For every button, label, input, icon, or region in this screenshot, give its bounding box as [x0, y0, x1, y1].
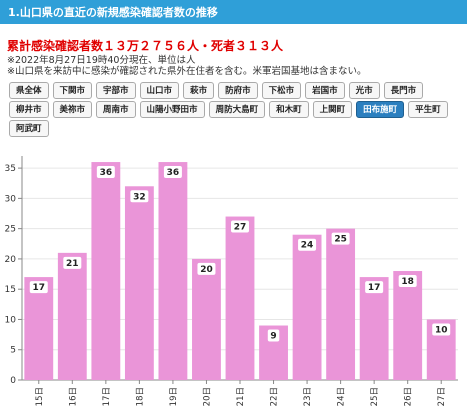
- area-filter-button[interactable]: 和木町: [269, 101, 309, 118]
- cumulative-summary: 累計感染確認者数１３万２７５６人・死者３１３人: [7, 39, 284, 53]
- bar: [326, 228, 356, 380]
- bar: [24, 277, 54, 380]
- y-tick-label: 5: [10, 346, 16, 356]
- x-tick-label: 17日: [102, 387, 112, 406]
- area-filter-button[interactable]: 県全体: [9, 82, 49, 99]
- data-label: 27: [234, 223, 247, 233]
- x-tick-label: 27日: [437, 387, 447, 406]
- x-tick-label: 20日: [202, 387, 212, 406]
- data-label: 17: [33, 283, 46, 293]
- x-tick-label: 18日: [135, 387, 145, 406]
- area-filter-button[interactable]: 下松市: [261, 82, 302, 99]
- area-filter-button[interactable]: 柳井市: [9, 101, 49, 118]
- data-label: 24: [301, 241, 314, 251]
- data-label-bg: [29, 281, 48, 294]
- x-tick-label: 22日: [270, 387, 280, 406]
- y-tick-label: 20: [5, 255, 17, 265]
- x-tick-label: 26日: [404, 387, 414, 406]
- area-filter-button[interactable]: 山陽小野田市: [139, 101, 205, 118]
- data-label: 18: [401, 277, 414, 287]
- data-label-bg: [130, 190, 149, 203]
- area-filter-button[interactable]: 光市: [348, 82, 380, 99]
- area-filter-button[interactable]: 長門市: [383, 82, 424, 99]
- area-filter-button[interactable]: 平生町: [408, 101, 448, 118]
- data-label-bg: [365, 281, 384, 294]
- y-tick-label: 10: [5, 315, 17, 325]
- data-label: 36: [167, 168, 180, 178]
- x-tick-label: 23日: [303, 387, 313, 406]
- y-tick-label: 15: [5, 285, 16, 295]
- x-tick-label: 24日: [337, 387, 347, 406]
- bar: [225, 216, 255, 380]
- data-label: 10: [435, 325, 448, 335]
- x-tick-label: 21日: [236, 387, 246, 406]
- title-bar: 1.山口県の直近の新規感染確認者数の推移: [0, 0, 467, 24]
- scope-note: ※山口県を来訪中に感染が確認された県外在住者を含む。米軍岩国基地は含まない。: [7, 66, 367, 77]
- y-tick-label: 30: [5, 194, 17, 204]
- area-filter-row-1: 県全体 下関市 宇部市 山口市 萩市 防府市 下松市 岩国市 光市 長門市: [9, 82, 424, 99]
- area-filter-button[interactable]: 下関市: [52, 82, 93, 99]
- area-filter-button[interactable]: 美祢市: [52, 101, 93, 118]
- area-filter-button[interactable]: 周防大島町: [208, 101, 266, 118]
- area-filter-button[interactable]: 山口市: [139, 82, 180, 99]
- daily-cases-bar-chart: 0 5 10 15 20 25 30 35 17 15日 21 16日 36 17日 32 18日 36 19日 2…: [5, 156, 458, 406]
- bar: [158, 162, 188, 380]
- data-label-bg: [298, 238, 317, 251]
- bar: [292, 234, 322, 380]
- data-label-bg: [197, 262, 216, 275]
- area-filter-button[interactable]: 阿武町: [9, 120, 49, 137]
- x-tick-label: 16日: [68, 387, 78, 406]
- area-filter-row-2: 柳井市 美祢市 周南市 山陽小野田市 周防大島町 和木町 上関町 田布施町 平生町: [9, 101, 448, 118]
- bar: [359, 277, 389, 380]
- y-tick-label: 0: [10, 376, 16, 386]
- area-filter-button[interactable]: 周南市: [96, 101, 136, 118]
- area-filter-button[interactable]: 萩市: [183, 82, 215, 99]
- bar: [57, 252, 87, 380]
- data-label-bg: [398, 275, 417, 288]
- page-title: 1.山口県の直近の新規感染確認者数の推移: [8, 6, 218, 19]
- y-tick-label: 25: [5, 225, 16, 235]
- data-label-bg: [432, 323, 451, 336]
- data-label-bg: [96, 166, 115, 179]
- area-filter-row-3: 阿武町: [9, 120, 49, 137]
- y-tick-label: 35: [5, 164, 16, 174]
- area-filter-button[interactable]: 岩国市: [305, 82, 345, 99]
- data-label: 25: [334, 235, 347, 245]
- data-label: 21: [66, 259, 79, 269]
- data-label: 36: [100, 168, 113, 178]
- data-label: 9: [270, 332, 276, 342]
- data-label: 20: [200, 265, 213, 275]
- area-filter-button[interactable]: 上関町: [312, 101, 353, 118]
- data-label: 17: [368, 283, 381, 293]
- data-label-bg: [163, 166, 182, 179]
- data-label-bg: [331, 232, 350, 245]
- area-filter-button[interactable]: 宇部市: [96, 82, 136, 99]
- bar: [124, 186, 154, 380]
- area-filter-button[interactable]: 防府市: [218, 82, 258, 99]
- x-tick-label: 25日: [370, 387, 380, 406]
- x-tick-label: 19日: [169, 387, 179, 406]
- timestamp-note: ※2022年8月27日19時40分現在、単位は人: [7, 55, 196, 66]
- bar: [91, 162, 121, 380]
- data-label-bg: [267, 329, 280, 342]
- data-label-bg: [63, 256, 82, 269]
- data-label: 32: [133, 192, 146, 202]
- bar: [192, 258, 221, 380]
- x-tick-label: 15日: [35, 387, 45, 406]
- bar: [393, 271, 423, 380]
- data-label-bg: [231, 220, 249, 233]
- area-filter-button[interactable]: 田布施町: [356, 101, 405, 118]
